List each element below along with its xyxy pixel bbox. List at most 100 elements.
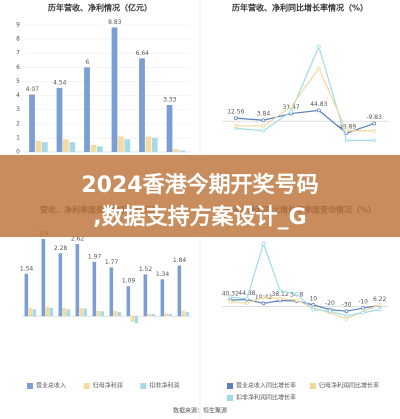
line: [230, 296, 380, 320]
data-label: 1.52: [139, 266, 153, 273]
point: [244, 296, 249, 301]
point: [261, 301, 266, 306]
point: [289, 104, 294, 109]
point: [289, 109, 294, 114]
point: [228, 295, 233, 299]
bar: [151, 314, 156, 317]
point: [311, 307, 316, 312]
line: [235, 44, 375, 141]
bar: [66, 309, 71, 317]
bar: [92, 261, 97, 317]
legend-swatch: [227, 383, 233, 389]
bar: [90, 144, 97, 152]
line: [235, 67, 375, 132]
bar: [63, 139, 69, 152]
bar: [28, 307, 33, 317]
y-tick-label: 0: [16, 149, 20, 156]
point: [372, 121, 377, 126]
data-label: 1.84: [173, 257, 187, 264]
bar: [109, 267, 114, 317]
data-label: 1.77: [105, 259, 119, 266]
point: [344, 128, 349, 133]
bar: [58, 253, 63, 317]
point: [261, 124, 266, 128]
data-label: 1.97: [88, 253, 102, 260]
legend-swatch: [27, 383, 33, 389]
data-label: -49.89: [337, 124, 357, 131]
bar: [181, 310, 186, 317]
point: [377, 302, 382, 307]
bar: [145, 136, 152, 152]
bar: [177, 265, 182, 317]
point: [228, 299, 233, 304]
bar: [96, 310, 101, 317]
point: [244, 301, 249, 306]
line: [230, 298, 380, 312]
y-tick-label: 5: [16, 78, 20, 85]
point: [294, 298, 299, 303]
bar: [111, 27, 118, 153]
data-label: -30: [342, 302, 352, 309]
point: [372, 128, 377, 133]
point: [377, 307, 382, 312]
data-label: 3.84: [257, 111, 271, 118]
line: [230, 241, 380, 317]
legend-label: 扣非净利润同比增长率: [236, 394, 296, 402]
point: [344, 317, 349, 321]
y-tick-label: 8: [16, 36, 20, 43]
bar: [29, 94, 35, 152]
footer: 数据来源：恒生聚源: [173, 407, 227, 415]
bar: [49, 307, 54, 317]
data-label: 8.83: [108, 19, 122, 26]
y-tick-label: 7: [16, 50, 20, 57]
bar: [35, 140, 42, 152]
data-label: 2.28: [54, 245, 68, 252]
y-tick-label: 2: [16, 120, 20, 127]
point: [294, 292, 299, 296]
bar: [41, 239, 46, 317]
bar: [173, 149, 179, 152]
bar: [118, 136, 124, 152]
bar: [75, 243, 80, 317]
point: [316, 44, 321, 49]
y-tick-label: 6: [16, 64, 20, 71]
bar: [168, 314, 173, 317]
point: [361, 310, 366, 315]
y-tick-label: 9: [16, 22, 20, 29]
point: [261, 118, 266, 123]
bar: [24, 273, 29, 317]
bar: [84, 67, 90, 152]
legend-swatch: [140, 383, 147, 389]
chart-title: 历年营收、净利情况（亿元）: [48, 3, 152, 13]
data-label: -9.83: [366, 114, 382, 121]
bar: [79, 307, 84, 317]
point: [278, 288, 283, 293]
data-label: 10: [309, 295, 317, 302]
bar: [41, 142, 48, 152]
y-tick-label: 4: [16, 92, 20, 99]
point: [361, 306, 366, 310]
bar: [130, 316, 135, 322]
bar: [185, 312, 190, 317]
bar: [100, 311, 105, 317]
data-label: 2.62: [71, 235, 85, 242]
data-label: 44.38: [238, 290, 255, 297]
point: [261, 241, 266, 246]
data-label: 4.07: [26, 86, 40, 93]
data-label: 6.22: [373, 296, 387, 303]
point: [261, 295, 266, 299]
data-label: 4.54: [53, 79, 67, 86]
bar: [151, 137, 158, 152]
legend-label: 扣非净利润: [149, 382, 179, 390]
bar: [126, 286, 131, 317]
bar: [45, 306, 50, 317]
bar: [134, 316, 139, 324]
point: [327, 309, 332, 314]
data-label: 1.09: [122, 278, 136, 285]
banner: [0, 155, 400, 237]
bar: [147, 313, 152, 317]
bar: [160, 279, 165, 317]
bar: [139, 58, 145, 152]
y-tick-label: 1: [16, 134, 20, 141]
